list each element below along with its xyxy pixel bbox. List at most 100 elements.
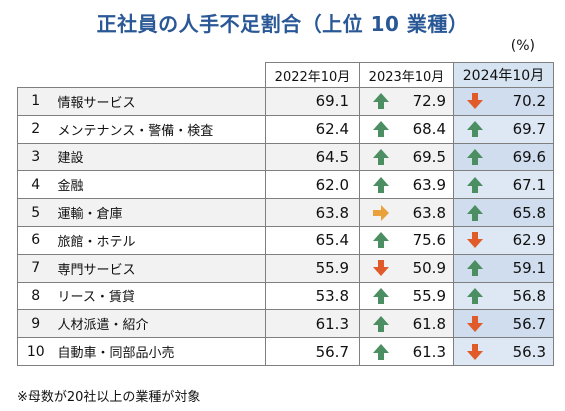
value-text: 62.9	[512, 231, 546, 250]
value-text: 69.6	[512, 147, 546, 166]
table-row: 6 旅館・ホテル 65.4 75.6 62.9	[17, 225, 554, 255]
table-row: 5 運輸・倉庫 63.8 63.8 65.8	[17, 198, 554, 227]
rank-cell: 1	[17, 87, 54, 116]
value-2024-cell: 62.9	[453, 225, 554, 255]
value-2023-cell: 55.9	[359, 281, 454, 311]
table-row: 2 メンテナンス・警備・検査 62.4 68.4 69.7	[17, 114, 554, 144]
value-2022-cell: 53.8	[265, 281, 360, 311]
value-text: 68.4	[412, 120, 446, 139]
industry-name-cell: 自動車・同部品小売	[53, 337, 266, 366]
arrow-up-icon	[467, 148, 483, 165]
rank-cell: 8	[17, 281, 54, 311]
arrow-down-icon	[467, 232, 483, 249]
arrow-up-icon	[467, 176, 483, 193]
arrow-up-icon	[467, 260, 483, 277]
arrow-down-icon	[373, 260, 389, 277]
value-text: 70.2	[512, 92, 546, 111]
industry-name-cell: 運輸・倉庫	[53, 198, 266, 227]
value-2024-cell: 70.2	[453, 87, 554, 116]
industry-name-cell: 建設	[53, 142, 266, 172]
value-2022-cell: 55.9	[265, 253, 360, 283]
value-2023-cell: 50.9	[359, 253, 454, 283]
table-row: 8 リース・賃貸 53.8 55.9 56.8	[17, 281, 554, 311]
value-text: 56.7	[512, 314, 546, 333]
value-2024-cell: 56.7	[453, 309, 554, 339]
value-2024-cell: 69.7	[453, 114, 554, 144]
arrow-up-icon	[373, 287, 389, 304]
value-text: 72.9	[412, 92, 446, 111]
value-2022-cell: 63.8	[265, 198, 360, 227]
value-2022-cell: 62.0	[265, 170, 360, 200]
value-text: 63.8	[412, 203, 446, 222]
table-row: 10 自動車・同部品小売 56.7 61.3 56.3	[17, 337, 554, 366]
industry-name-cell: 情報サービス	[53, 87, 266, 116]
value-text: 50.9	[412, 259, 446, 278]
rank-cell: 5	[17, 198, 54, 227]
header-row: 2022年10月 2023年10月 2024年10月	[17, 62, 554, 88]
value-text: 56.3	[512, 342, 546, 361]
rank-cell: 4	[17, 170, 54, 200]
arrow-up-icon	[373, 343, 389, 360]
arrow-up-icon	[467, 121, 483, 138]
table-body: 1 情報サービス 69.1 72.9 70.2 2 メンテナンス・警備・検査 62.4 68.4…	[17, 87, 554, 366]
rank-cell: 9	[17, 309, 54, 339]
value-text: 65.8	[512, 203, 546, 222]
value-text: 56.8	[512, 286, 546, 305]
value-text: 75.6	[412, 231, 446, 250]
table-row: 7 専門サービス 55.9 50.9 59.1	[17, 253, 554, 283]
value-2022-cell: 62.4	[265, 114, 360, 144]
industry-name-cell: リース・賃貸	[53, 281, 266, 311]
arrow-up-icon	[467, 204, 483, 221]
arrow-flat-icon	[373, 204, 389, 221]
value-2022-cell: 65.4	[265, 225, 360, 255]
rank-cell: 6	[17, 225, 54, 255]
value-text: 61.8	[412, 314, 446, 333]
value-2024-cell: 56.3	[453, 337, 554, 366]
value-text: 67.1	[512, 175, 546, 194]
value-2022-cell: 64.5	[265, 142, 360, 172]
table-row: 3 建設 64.5 69.5 69.6	[17, 142, 554, 172]
value-2022-cell: 61.3	[265, 309, 360, 339]
value-2023-cell: 63.8	[359, 198, 454, 227]
arrow-up-icon	[373, 121, 389, 138]
arrow-up-icon	[467, 287, 483, 304]
rank-cell: 2	[17, 114, 54, 144]
value-2023-cell: 68.4	[359, 114, 454, 144]
value-2024-cell: 56.8	[453, 281, 554, 311]
value-2022-cell: 69.1	[265, 87, 360, 116]
industry-name-cell: メンテナンス・警備・検査	[53, 114, 266, 144]
header-blank	[17, 62, 266, 88]
arrow-down-icon	[467, 315, 483, 332]
rank-cell: 10	[17, 337, 54, 366]
value-text: 61.3	[412, 342, 446, 361]
value-2024-cell: 65.8	[453, 198, 554, 227]
arrow-up-icon	[373, 315, 389, 332]
arrow-up-icon	[373, 93, 389, 110]
column-header-2022: 2022年10月	[265, 62, 360, 88]
unit-label: (%)	[510, 38, 535, 54]
value-2023-cell: 75.6	[359, 225, 454, 255]
arrow-up-icon	[373, 148, 389, 165]
value-text: 55.9	[412, 286, 446, 305]
chart-title: 正社員の人手不足割合（上位 10 業種）	[96, 12, 469, 36]
arrow-up-icon	[373, 176, 389, 193]
column-header-2023: 2023年10月	[359, 62, 454, 88]
table-row: 9 人材派遣・紹介 61.3 61.8 56.7	[17, 309, 554, 339]
arrow-down-icon	[467, 93, 483, 110]
table-row: 1 情報サービス 69.1 72.9 70.2	[17, 87, 554, 116]
value-text: 69.5	[412, 147, 446, 166]
value-2023-cell: 63.9	[359, 170, 454, 200]
column-header-2024: 2024年10月	[453, 62, 554, 88]
industry-name-cell: 専門サービス	[53, 253, 266, 283]
value-2024-cell: 67.1	[453, 170, 554, 200]
rank-cell: 3	[17, 142, 54, 172]
value-2022-cell: 56.7	[265, 337, 360, 366]
industry-name-cell: 旅館・ホテル	[53, 225, 266, 255]
arrow-up-icon	[373, 232, 389, 249]
value-2024-cell: 59.1	[453, 253, 554, 283]
value-2023-cell: 69.5	[359, 142, 454, 172]
value-text: 63.9	[412, 175, 446, 194]
footnote: ※母数が20社以上の業種が対象	[17, 390, 201, 405]
value-2023-cell: 61.8	[359, 309, 454, 339]
rank-cell: 7	[17, 253, 54, 283]
